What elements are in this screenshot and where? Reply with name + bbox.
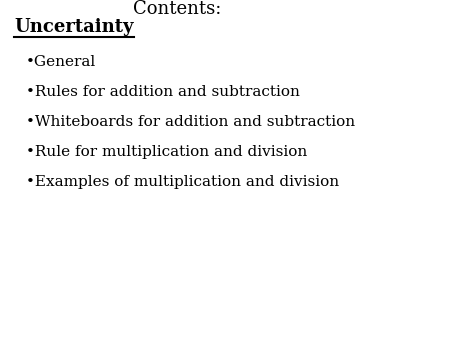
- Text: •Whiteboards for addition and subtraction: •Whiteboards for addition and subtractio…: [26, 115, 355, 129]
- Text: •Examples of multiplication and division: •Examples of multiplication and division: [26, 175, 339, 189]
- Text: •Rule for multiplication and division: •Rule for multiplication and division: [26, 145, 307, 159]
- Text: Uncertainty: Uncertainty: [14, 18, 134, 36]
- Text: •Rules for addition and subtraction: •Rules for addition and subtraction: [26, 85, 300, 99]
- Text: •General: •General: [26, 55, 96, 69]
- Text: Contents:: Contents:: [134, 0, 222, 18]
